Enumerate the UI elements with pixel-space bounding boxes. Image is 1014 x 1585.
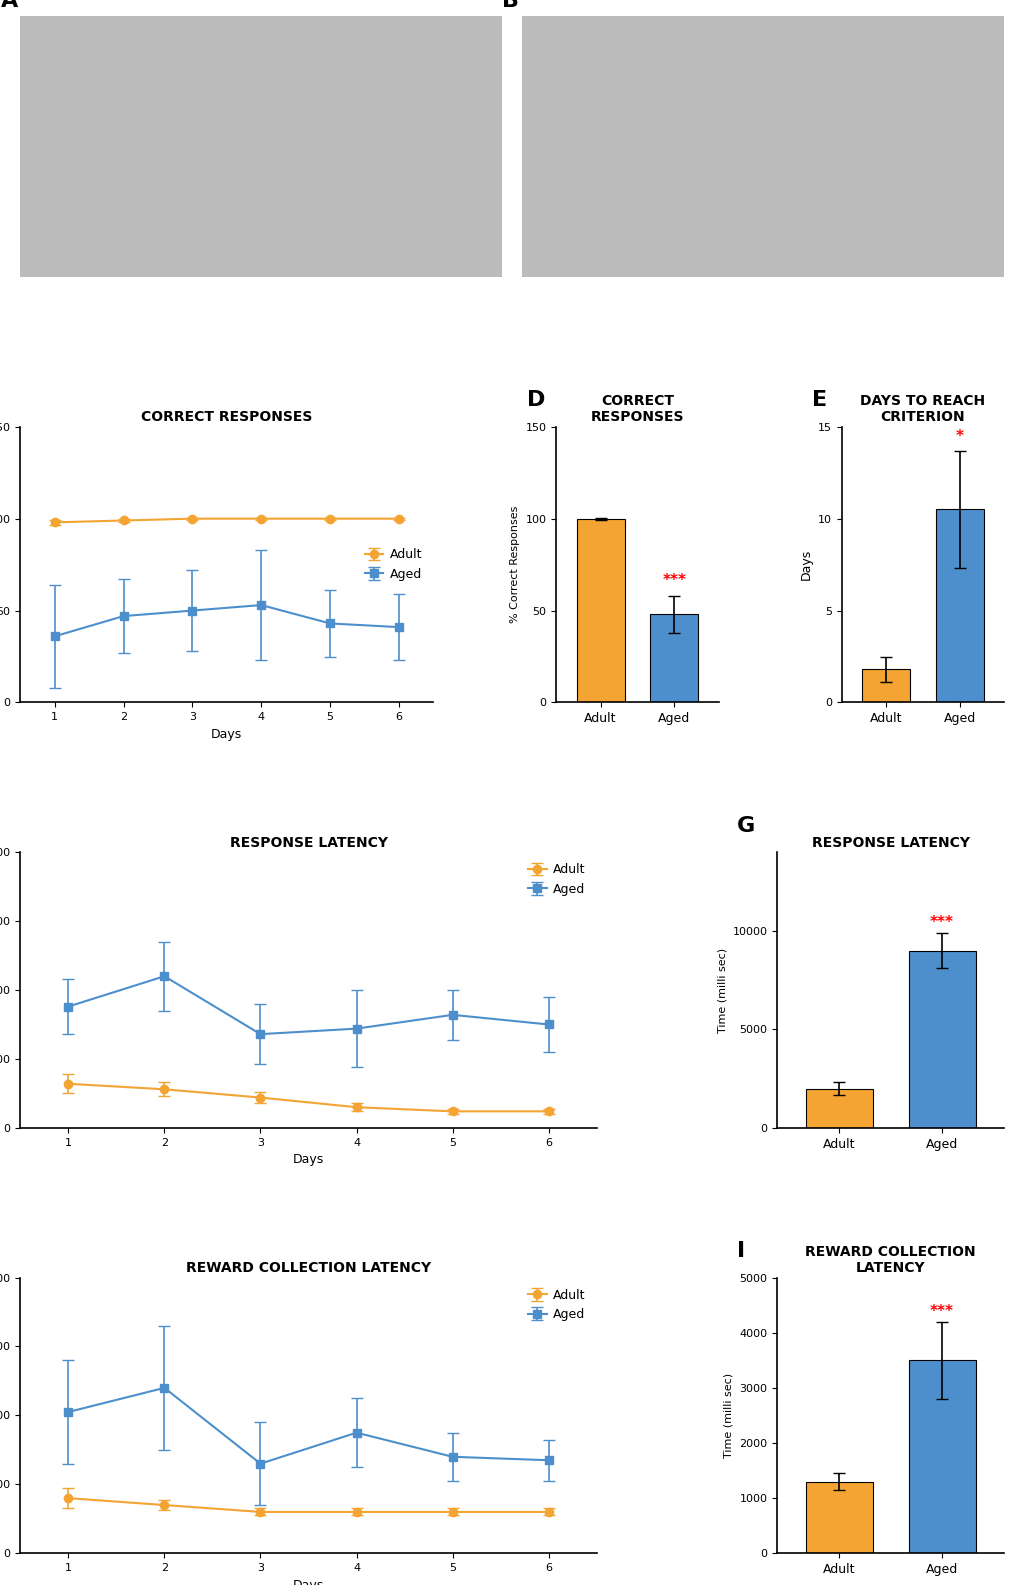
Legend: Adult, Aged: Adult, Aged — [360, 544, 427, 586]
Title: DAYS TO REACH
CRITERION: DAYS TO REACH CRITERION — [860, 395, 986, 425]
Text: *: * — [955, 430, 963, 444]
Text: ***: *** — [662, 572, 686, 588]
Text: B: B — [502, 0, 519, 11]
Bar — [909, 951, 975, 1129]
Bar — [909, 1360, 975, 1553]
Y-axis label: Time (milli sec): Time (milli sec) — [717, 948, 727, 1032]
Bar — [577, 518, 625, 702]
X-axis label: Days: Days — [293, 1579, 324, 1585]
Y-axis label: % Correct Responses: % Correct Responses — [510, 506, 520, 623]
Bar — [806, 1089, 873, 1129]
Legend: Adult, Aged: Adult, Aged — [523, 859, 590, 900]
Title: RESPONSE LATENCY: RESPONSE LATENCY — [811, 835, 969, 850]
Bar — [936, 509, 984, 702]
Text: D: D — [527, 390, 546, 411]
Title: REWARD COLLECTION
LATENCY: REWARD COLLECTION LATENCY — [805, 1244, 975, 1274]
Text: A: A — [1, 0, 18, 11]
Y-axis label: Days: Days — [799, 548, 812, 580]
Text: E: E — [812, 390, 827, 411]
Legend: Adult, Aged: Adult, Aged — [523, 1284, 590, 1327]
X-axis label: Days: Days — [293, 1154, 324, 1167]
Title: RESPONSE LATENCY: RESPONSE LATENCY — [229, 835, 387, 850]
Title: CORRECT RESPONSES: CORRECT RESPONSES — [141, 411, 312, 425]
Text: ***: *** — [930, 915, 954, 930]
Title: CORRECT
RESPONSES: CORRECT RESPONSES — [591, 395, 684, 425]
Bar — [650, 615, 699, 702]
Bar — [862, 669, 910, 702]
Bar — [806, 1482, 873, 1553]
Text: I: I — [736, 1241, 744, 1262]
Text: G: G — [736, 816, 754, 835]
X-axis label: Days: Days — [211, 728, 242, 740]
Text: ***: *** — [930, 1304, 954, 1319]
Title: REWARD COLLECTION LATENCY: REWARD COLLECTION LATENCY — [186, 1262, 431, 1274]
Y-axis label: Time (milli sec): Time (milli sec) — [724, 1373, 734, 1458]
